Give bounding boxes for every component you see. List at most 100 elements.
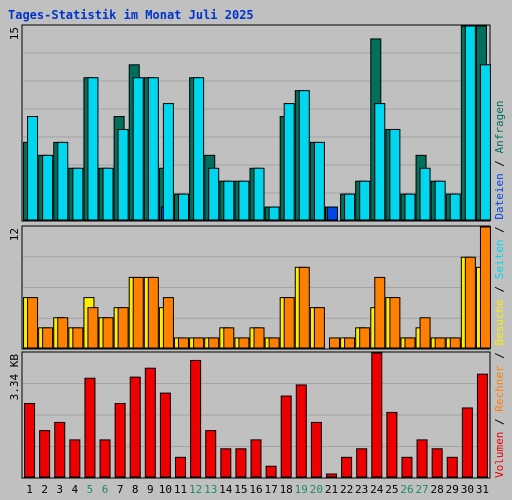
- bar-volumen-day-13: [205, 430, 217, 478]
- bar-volumen-day-5: [84, 377, 96, 478]
- bar-volumen-day-30: [461, 407, 473, 478]
- bar-seiten-day-10: [162, 103, 174, 221]
- legend-vertical: Volumen / Rechner / Besuche / Seiten / D…: [493, 100, 506, 478]
- bar-seiten-day-31: [479, 64, 491, 221]
- x-tick-label-day-30: 30: [461, 483, 474, 496]
- x-tick-label-day-25: 25: [385, 483, 398, 496]
- bar-volumen-day-2: [39, 430, 51, 478]
- bar-seiten-day-4: [72, 167, 84, 221]
- bar-rechner-day-24: [374, 276, 386, 349]
- bar-rechner-day-23: [359, 327, 371, 349]
- x-tick-label-day-21: 21: [325, 483, 338, 496]
- bar-rechner-day-3: [57, 317, 69, 349]
- x-tick-label-day-23: 23: [355, 483, 368, 496]
- x-tick-label-day-1: 1: [26, 483, 33, 496]
- bar-rechner-day-10: [162, 297, 174, 349]
- legend-volumen: Volumen: [493, 432, 506, 478]
- bar-seiten-day-24: [374, 103, 386, 221]
- x-tick-label-day-18: 18: [280, 483, 293, 496]
- y-axis-max-label: 12: [8, 228, 21, 241]
- bar-volumen-day-6: [99, 439, 111, 478]
- bar-seiten-day-11: [178, 193, 190, 221]
- bar-rechner-day-30: [464, 256, 476, 349]
- bar-rechner-day-19: [298, 266, 310, 349]
- bar-volumen-day-14: [220, 448, 232, 478]
- x-tick-label-day-27: 27: [415, 483, 428, 496]
- x-tick-label-day-24: 24: [370, 483, 384, 496]
- x-tick-label-day-20: 20: [310, 483, 323, 496]
- x-tick-label-day-5: 5: [87, 483, 94, 496]
- bar-rechner-day-20: [313, 307, 325, 349]
- x-tick-label-day-3: 3: [56, 483, 63, 496]
- bar-seiten-day-13: [208, 167, 220, 221]
- bar-seiten-day-17: [268, 206, 280, 221]
- bar-seiten-day-28: [434, 180, 446, 221]
- legend-besuche: Besuche: [493, 299, 506, 345]
- bar-rechner-day-31: [479, 226, 491, 349]
- bar-seiten-day-8: [132, 77, 144, 221]
- bar-volumen-day-3: [54, 421, 66, 478]
- legend-separator: /: [493, 346, 506, 366]
- x-tick-label-day-6: 6: [102, 483, 109, 496]
- bar-seiten-day-30: [464, 25, 476, 221]
- bar-seiten-day-25: [389, 128, 401, 221]
- bar-volumen-day-11: [175, 456, 187, 478]
- panel-mid: 12: [8, 225, 491, 350]
- bar-rechner-day-14: [223, 327, 235, 349]
- x-tick-label-day-10: 10: [159, 483, 172, 496]
- x-tick-label-day-19: 19: [295, 483, 308, 496]
- panel-top: 15: [8, 24, 491, 222]
- bar-seiten-day-20: [313, 141, 325, 221]
- bar-seiten-day-2: [42, 154, 54, 221]
- bar-volumen-day-15: [235, 448, 247, 478]
- x-tick-label-day-12: 12: [189, 483, 202, 496]
- x-tick-label-day-22: 22: [340, 483, 353, 496]
- bar-seiten-day-15: [238, 180, 250, 221]
- panel-bottom: 3.34 KB: [8, 351, 491, 479]
- bar-rechner-day-29: [449, 337, 461, 349]
- legend-separator: /: [493, 220, 506, 240]
- bar-volumen-day-28: [431, 448, 443, 478]
- bar-volumen-day-12: [190, 359, 202, 478]
- bar-rechner-day-11: [178, 337, 190, 349]
- bar-rechner-day-17: [268, 337, 280, 349]
- legend-seiten: Seiten: [493, 240, 506, 280]
- bar-rechner-day-22: [344, 337, 356, 349]
- bar-volumen-day-10: [159, 392, 171, 478]
- legend-rechner: Rechner: [493, 365, 506, 412]
- x-tick-label-day-31: 31: [476, 483, 489, 496]
- bar-rechner-day-16: [253, 327, 265, 349]
- bar-volumen-day-9: [144, 367, 156, 478]
- bar-volumen-day-7: [114, 402, 126, 478]
- bar-seiten-day-1: [27, 116, 39, 221]
- legend-anfragen: Anfragen: [493, 100, 506, 153]
- bar-seiten-day-9: [147, 77, 159, 221]
- x-tick-label-day-28: 28: [431, 483, 444, 496]
- bar-rechner-day-1: [27, 297, 39, 349]
- legend-separator: /: [493, 153, 506, 173]
- bar-seiten-day-5: [87, 77, 99, 221]
- bar-seiten-day-29: [449, 193, 461, 221]
- bar-volumen-day-20: [310, 421, 322, 478]
- x-tick-label-day-8: 8: [132, 483, 139, 496]
- x-tick-label-day-7: 7: [117, 483, 124, 496]
- y-axis-max-label: 15: [8, 27, 21, 40]
- x-tick-label-day-11: 11: [174, 483, 187, 496]
- bar-rechner-day-18: [283, 297, 295, 349]
- legend-separator: /: [493, 279, 506, 299]
- x-tick-label-day-4: 4: [72, 483, 79, 496]
- bar-rechner-day-9: [147, 276, 159, 349]
- x-tick-label-day-16: 16: [249, 483, 262, 496]
- bar-rechner-day-28: [434, 337, 446, 349]
- bar-seiten-day-23: [359, 180, 371, 221]
- legend-separator: /: [493, 412, 506, 432]
- chart-title: Tages-Statistik im Monat Juli 2025: [8, 8, 254, 22]
- x-tick-label-day-29: 29: [446, 483, 459, 496]
- bar-seiten-day-19: [298, 90, 310, 221]
- bar-dateien-day-21: [326, 206, 338, 221]
- bar-volumen-day-21: [325, 473, 337, 478]
- bar-volumen-day-27: [416, 439, 428, 478]
- bar-seiten-day-6: [102, 167, 114, 221]
- bar-volumen-day-8: [129, 376, 141, 478]
